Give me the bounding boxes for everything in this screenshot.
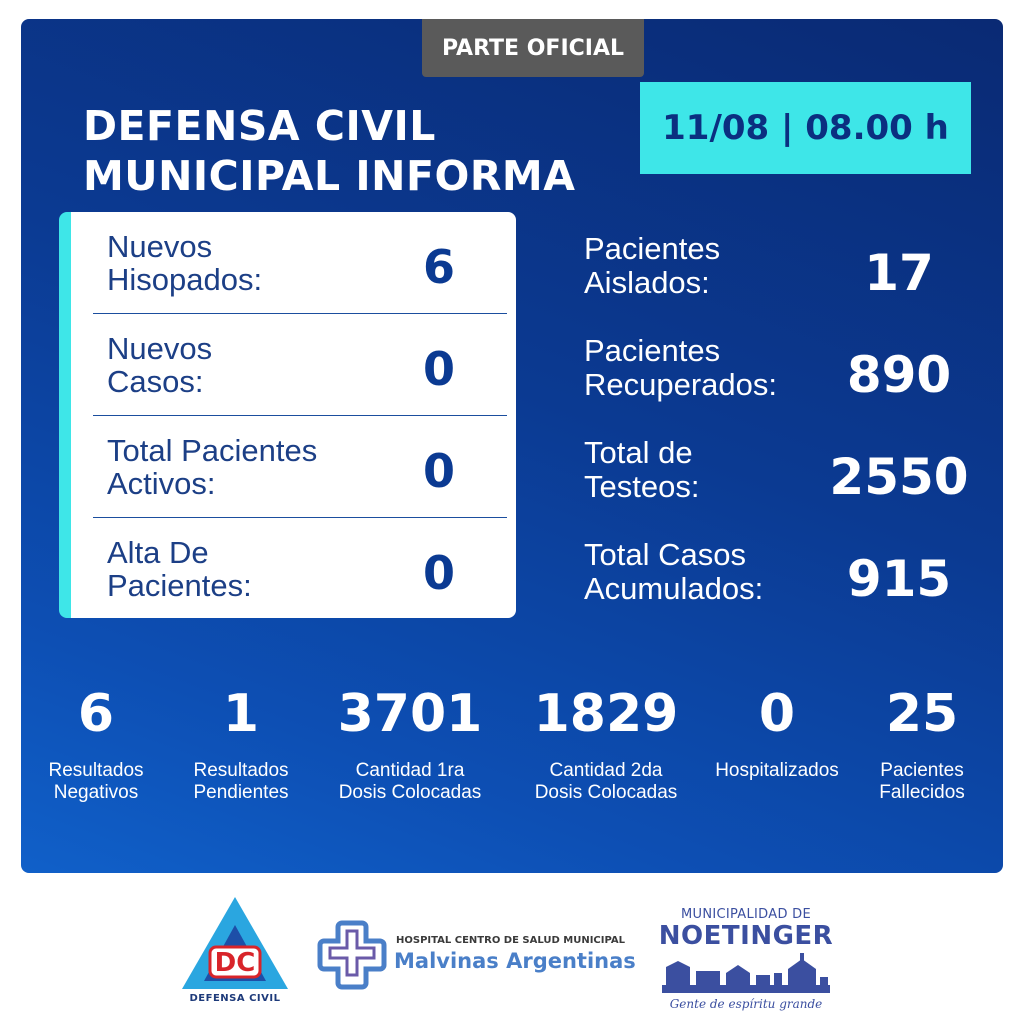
stat-second-dose: 1829 Cantidad 2da Dosis Colocadas [521,682,691,804]
stat-row-new-cases: Nuevos Casos: 0 [93,314,507,416]
stat-label: Nuevos Hisopados: [107,230,377,296]
stat-recovered-patients: Pacientes Recuperados: 890 [584,334,974,424]
stat-row-discharged-patients: Alta De Pacientes: 0 [93,518,507,620]
stat-value: 0 [422,546,455,600]
stat-value: 6 [77,684,115,744]
stat-total-tests: Total de Testeos: 2550 [584,436,974,526]
stat-label: Total de Testeos: [584,436,824,504]
hospital-name-line-1: HOSPITAL CENTRO DE SALUD MUNICIPAL [396,935,626,946]
stat-value: 0 [422,444,455,498]
stat-label-line-2: Hisopados: [107,262,263,297]
municipality-name: NOETINGER [658,921,834,951]
stat-row-new-swabs: Nuevos Hisopados: 6 [93,212,507,314]
stat-label: Pacientes Aislados: [584,232,824,300]
stat-label: Alta De Pacientes: [107,536,377,602]
municipality-tagline: Gente de espíritu grande [669,997,823,1011]
stat-label-line-1: Total de [584,435,693,470]
stat-label-line-1: Total Casos [584,537,746,572]
stat-label-line-2: Acumulados: [584,571,764,606]
stat-label-line-2: Dosis Colocadas [534,782,678,803]
medical-cross-icon [317,920,387,990]
defensa-civil-label: DEFENSA CIVIL [189,993,281,1004]
stat-label-line-2: Activos: [107,466,216,501]
stat-label-line-1: Cantidad 2da [549,760,663,781]
stat-label-line-1: Nuevos [107,229,213,264]
stat-first-dose: 3701 Cantidad 1ra Dosis Colocadas [325,682,495,804]
municipality-line-1: MUNICIPALIDAD DE [680,907,812,922]
stat-value: 1 [222,684,260,744]
town-skyline-icon [662,953,830,993]
stat-label-line-1: Cantidad 1ra [355,760,465,781]
stat-label-line-2: Testeos: [584,469,700,504]
title-line-2: MUNICIPAL INFORMA [83,152,576,200]
stat-deceased: 25 Pacientes Fallecidos [837,682,1007,804]
stat-label: Cantidad 1ra Dosis Colocadas [325,760,495,804]
stat-label: Total Pacientes Activos: [107,434,377,500]
daily-stats-card: Nuevos Hisopados: 6 Nuevos Casos: 0 Tota… [59,212,516,618]
footer-logos: DC DEFENSA CIVIL HOSPITAL CENTRO DE SALU… [0,873,1024,1024]
stat-pending-results: 1 Resultados Pendientes [156,682,326,804]
stat-value: 890 [846,346,952,404]
stat-label: Pacientes Recuperados: [584,334,824,402]
hospital-name-line-2: Malvinas Argentinas [394,949,636,973]
title-line-1: DEFENSA CIVIL [83,102,436,150]
stat-label-line-2: Casos: [107,364,204,399]
triangle-logo-icon: DC [182,897,288,989]
stat-value: 6 [422,240,455,294]
bottom-stats-row: 6 Resultados Negativos 1 Resultados Pend… [21,682,1003,822]
stat-label-line-2: Pendientes [193,782,289,803]
stat-label-line-1: Resultados [193,760,289,781]
stat-hospitalized: 0 Hospitalizados [692,682,862,782]
stat-label-line-1: Resultados [48,760,144,781]
stat-negative-results: 6 Resultados Negativos [11,682,181,804]
stat-label-line-2: Recuperados: [584,367,778,402]
stat-cumulative-cases: Total Casos Acumulados: 915 [584,538,974,628]
defensa-civil-logo: DC DEFENSA CIVIL [180,895,290,1007]
stat-label-line-2: Dosis Colocadas [338,782,482,803]
stat-label-line-1: Alta De [107,535,209,570]
stat-label: Hospitalizados [692,760,862,782]
stat-value: 0 [758,684,796,744]
stat-value: 1829 [533,684,679,744]
stat-isolated-patients: Pacientes Aislados: 17 [584,232,974,322]
official-report-tab: PARTE OFICIAL [422,19,644,77]
stat-value: 0 [422,342,455,396]
stat-label: Pacientes Fallecidos [837,760,1007,804]
stat-row-active-patients: Total Pacientes Activos: 0 [93,416,507,518]
page-title: DEFENSA CIVIL MUNICIPAL INFORMA [83,101,575,201]
stat-label-line-1: Pacientes [880,760,964,781]
stat-label-line-1: Pacientes [584,333,721,368]
stat-value: 3701 [337,684,483,744]
stat-label-line-2: Pacientes: [107,568,252,603]
stat-label-line-1: Total Pacientes [107,433,318,468]
stat-label-line-1: Nuevos [107,331,213,366]
stat-label-line-2: Aislados: [584,265,710,300]
date-time-badge: 11/08 | 08.00 h [640,82,971,174]
stat-label: Nuevos Casos: [107,332,377,398]
stat-value: 2550 [829,448,969,506]
municipality-logo: MUNICIPALIDAD DE NOETINGER Gente de espí… [656,903,836,1018]
stat-value: 25 [885,684,959,744]
stat-value: 17 [864,244,934,302]
stat-label-line-1: Hospitalizados [715,760,839,781]
stat-label: Resultados Negativos [11,760,181,804]
stat-label: Cantidad 2da Dosis Colocadas [521,760,691,804]
stat-label-line-1: Pacientes [584,231,721,266]
stat-label-line-2: Fallecidos [879,782,965,803]
stat-label-line-2: Negativos [53,782,139,803]
stat-label: Total Casos Acumulados: [584,538,824,606]
stat-label: Resultados Pendientes [156,760,326,804]
stat-value: 915 [846,550,952,608]
hospital-logo: HOSPITAL CENTRO DE SALUD MUNICIPAL Malvi… [314,913,636,993]
dc-letters: DC [215,948,256,978]
